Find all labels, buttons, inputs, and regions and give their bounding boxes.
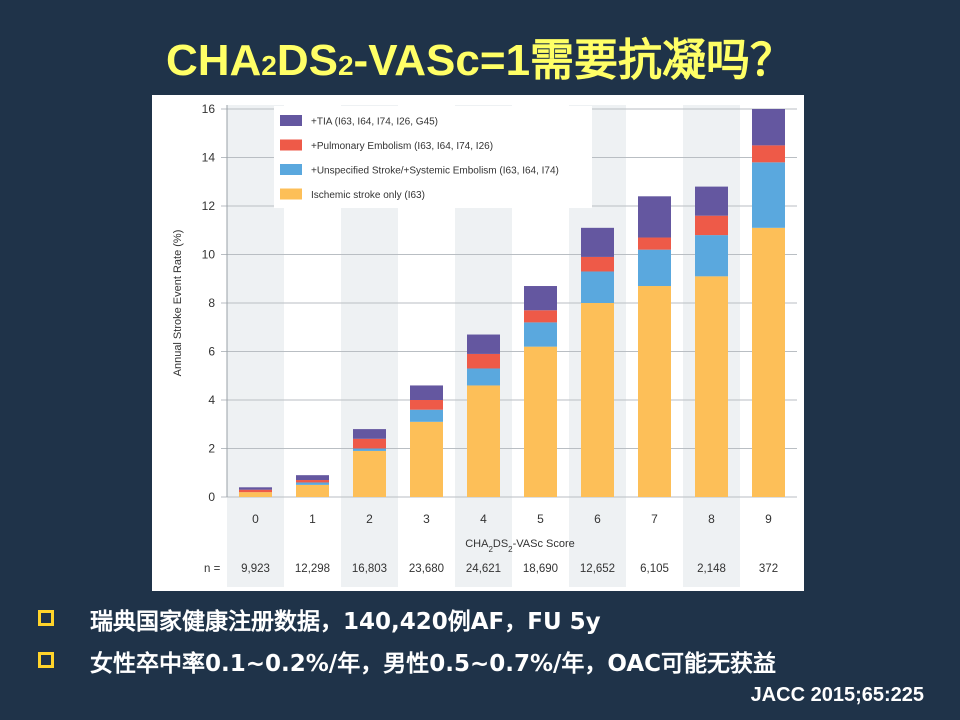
bar-segment — [638, 196, 671, 238]
bar-segment — [581, 303, 614, 497]
bar-segment — [581, 227, 614, 257]
bar-segment — [581, 256, 614, 272]
bar-segment — [296, 475, 329, 481]
citation: JACC 2015;65:225 — [750, 684, 924, 706]
legend-label: Ischemic stroke only (I63) — [311, 190, 425, 201]
bar-segment — [638, 249, 671, 287]
n-value-label: 372 — [759, 563, 778, 575]
x-tick-label: 7 — [651, 512, 658, 526]
x-tick-label: 1 — [309, 512, 316, 526]
bar-segment — [353, 429, 386, 439]
bar-segment — [353, 438, 386, 449]
bar-segment — [410, 400, 443, 410]
bar-segment — [524, 346, 557, 497]
legend-label: +TIA (I63, I64, I74, I26, G45) — [311, 117, 438, 128]
bar-segment — [752, 162, 785, 228]
y-tick-label: 6 — [208, 345, 215, 359]
bar-segment — [467, 368, 500, 386]
bar-segment — [524, 286, 557, 311]
bar-segment — [296, 482, 329, 485]
bullet-text: 瑞典国家健康注册数据，140,420例AF，FU 5y — [90, 609, 601, 635]
y-tick-label: 0 — [208, 490, 215, 504]
y-tick-label: 8 — [208, 296, 215, 310]
legend-swatch — [280, 164, 302, 175]
slide-title: CHA2DS2-VASc=1需要抗凝吗？ — [165, 36, 795, 85]
bar-segment — [638, 237, 671, 250]
legend-swatch — [280, 139, 302, 151]
chart-panel: 0 2 4 6 8 10 12 14 16 Annual Stroke Event Rate (%… — [152, 95, 804, 591]
x-tick-label: 8 — [708, 512, 715, 526]
bar-segment — [353, 450, 386, 497]
n-label: n = — [204, 563, 221, 575]
n-value-label: 6,105 — [640, 563, 669, 575]
y-axis-label: Annual Stroke Event Rate (%) — [172, 230, 184, 377]
n-value-label: 16,803 — [352, 563, 387, 575]
x-tick-label: 6 — [594, 512, 601, 526]
bullet-text: 女性卒中率0.1~0.2%/年，男性0.5~0.7%/年，OAC可能无获益 — [90, 651, 777, 677]
y-tick-label: 10 — [202, 248, 216, 262]
bar-segment — [524, 322, 557, 347]
bullet-square-icon — [38, 652, 54, 668]
n-value-label: 2,148 — [697, 563, 726, 575]
legend-swatch — [280, 188, 302, 200]
bar-segment — [695, 276, 728, 497]
bar-segment — [695, 215, 728, 236]
y-tick-label: 14 — [202, 151, 216, 165]
bullet-square-icon — [38, 610, 54, 626]
bar-segment — [239, 489, 272, 493]
bar-segment — [353, 448, 386, 451]
bar-segment — [239, 492, 272, 497]
legend-label: +Unspecified Stroke/+Systemic Embolism (… — [311, 166, 559, 177]
bar-segment — [524, 310, 557, 323]
x-tick-label: 5 — [537, 512, 544, 526]
y-tick-label: 4 — [208, 393, 215, 407]
bar-segment — [752, 145, 785, 163]
x-tick-label: 9 — [765, 512, 772, 526]
n-value-label: 18,690 — [523, 563, 558, 575]
bar-segment — [410, 385, 443, 400]
y-tick-label: 16 — [202, 102, 216, 116]
n-value-label: 9,923 — [241, 563, 270, 575]
legend-swatch — [280, 115, 302, 126]
bar-segment — [581, 271, 614, 303]
bar-segment — [410, 421, 443, 497]
bar-segment — [296, 484, 329, 497]
bar-segment — [638, 286, 671, 497]
x-tick-label: 2 — [366, 512, 373, 526]
legend-background — [274, 106, 592, 208]
bar-segment — [752, 109, 785, 146]
y-tick-label: 2 — [208, 442, 215, 456]
n-value-label: 12,652 — [580, 563, 615, 575]
x-tick-label: 4 — [480, 512, 487, 526]
n-value-label: 12,298 — [295, 563, 330, 575]
bar-segment — [695, 235, 728, 277]
bar-segment — [467, 385, 500, 497]
bar-segment — [296, 480, 329, 483]
bar-segment — [467, 353, 500, 369]
n-value-label: 24,621 — [466, 563, 501, 575]
bar-segment — [467, 334, 500, 354]
bar-segment — [752, 227, 785, 497]
n-value-label: 23,680 — [409, 563, 444, 575]
x-axis-label: CHA2DS2-VASc Score — [465, 538, 575, 554]
x-tick-label: 3 — [423, 512, 430, 526]
y-tick-label: 12 — [202, 199, 216, 213]
legend-label: +Pulmonary Embolism (I63, I64, I74, I26) — [311, 141, 493, 152]
bar-segment — [239, 487, 272, 490]
x-tick-label: 0 — [252, 512, 259, 526]
bar-segment — [695, 186, 728, 216]
bar-segment — [410, 409, 443, 422]
